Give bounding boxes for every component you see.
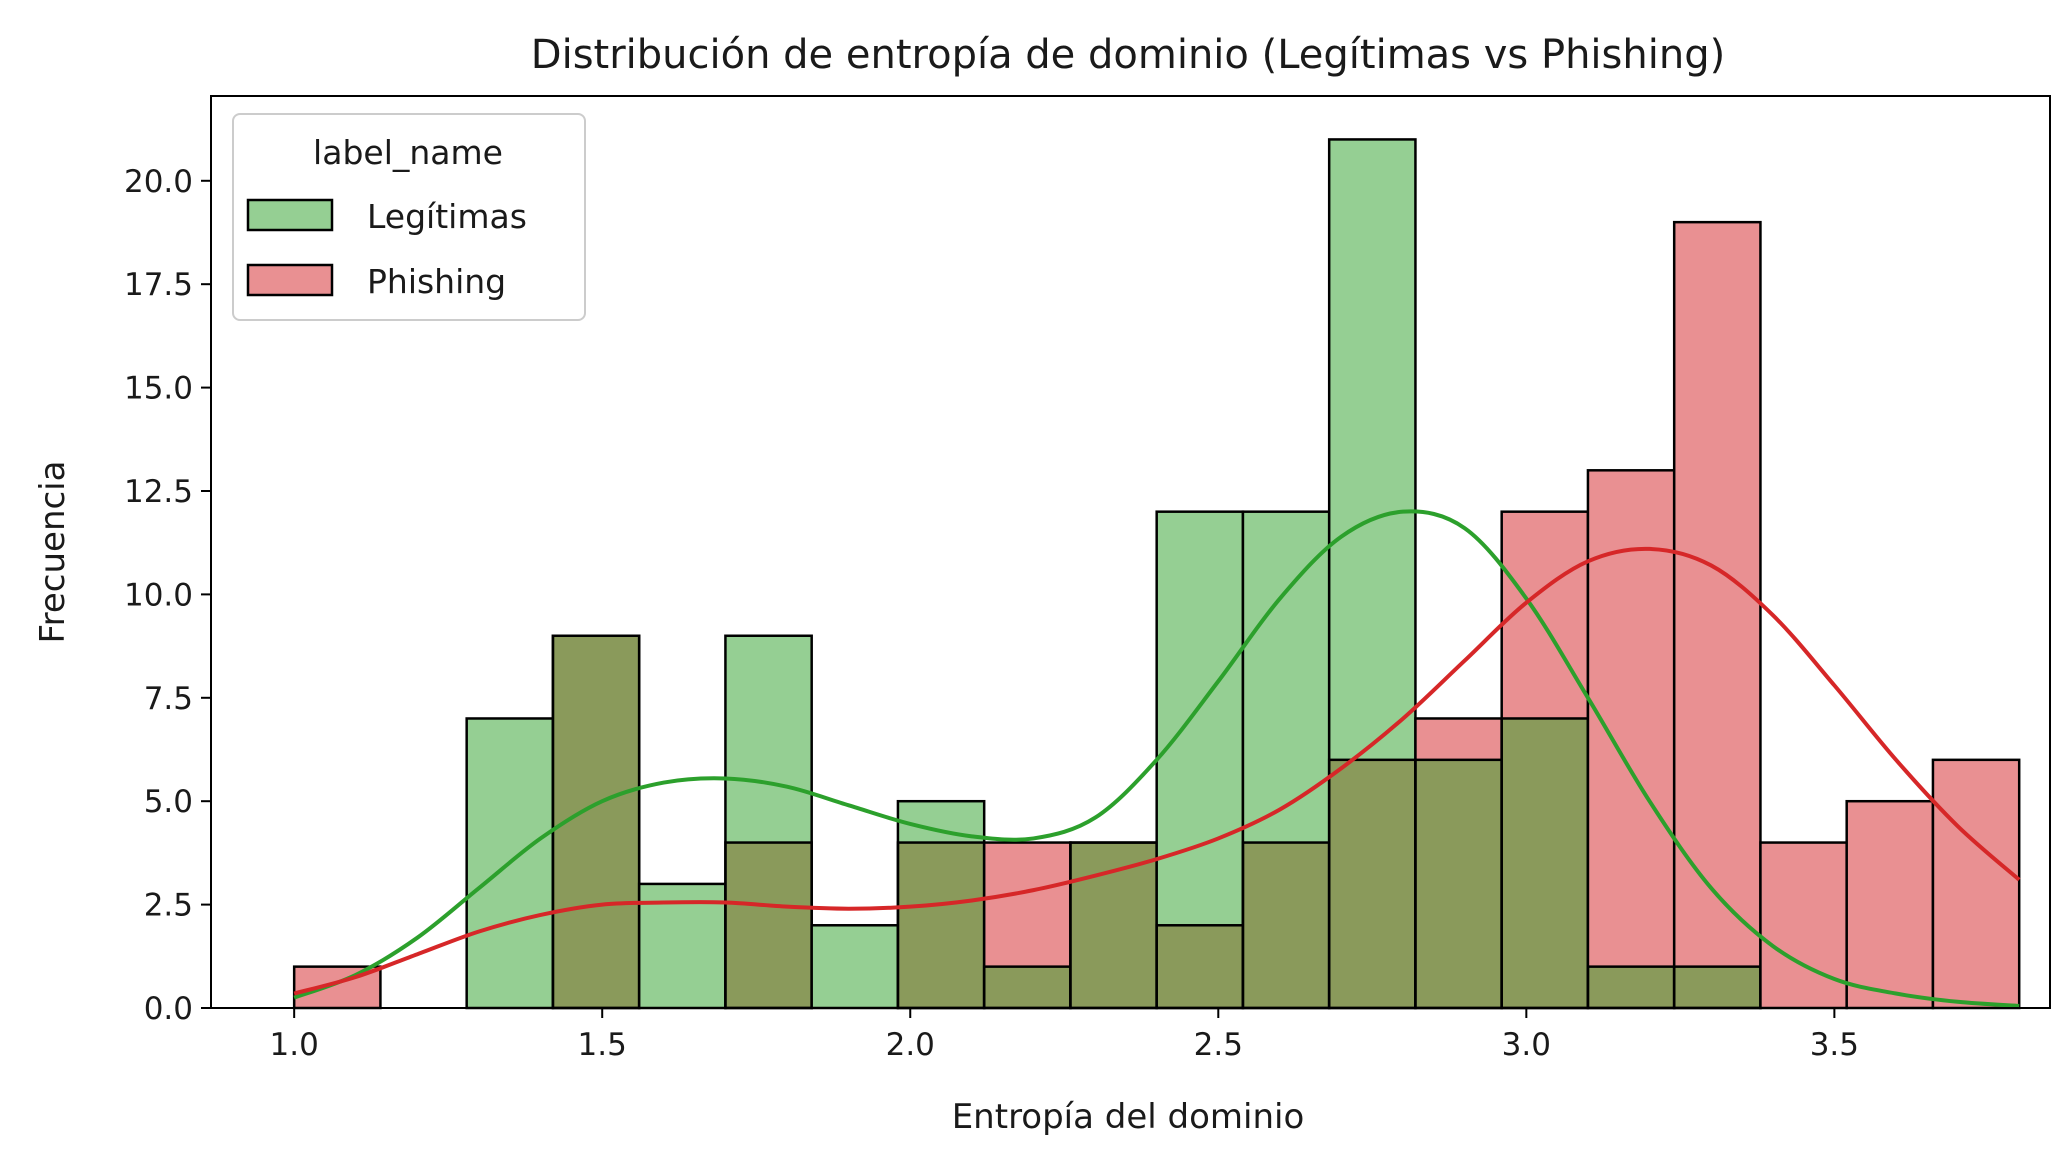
bar-overlap xyxy=(1674,966,1761,1008)
bar-phishing xyxy=(1415,718,1502,760)
bar-overlap xyxy=(1329,759,1416,1008)
x-tick-label: 1.5 xyxy=(578,1027,627,1063)
bars-layer xyxy=(292,138,2021,1010)
y-axis-label: Frecuencia xyxy=(33,461,73,644)
y-tick-label: 17.5 xyxy=(124,267,193,303)
x-tick-label: 2.5 xyxy=(1194,1027,1243,1063)
bar-overlap xyxy=(1415,759,1502,1008)
bar-legitimas xyxy=(1242,511,1330,843)
bar-legitimas xyxy=(1156,511,1243,926)
legend: label_name Legítimas Phishing xyxy=(232,113,586,321)
bar-overlap xyxy=(1070,842,1157,1008)
bar-overlap xyxy=(1501,718,1588,1008)
plot-frame xyxy=(210,95,2051,1009)
kde-line-legitimas xyxy=(293,509,2020,1008)
x-axis-label: Entropía del dominio xyxy=(952,1097,1305,1137)
bar-legitimas xyxy=(811,925,898,1008)
x-tick-label: 2.0 xyxy=(886,1027,935,1063)
legend-title: label_name xyxy=(313,133,503,172)
y-axis: 0.0 2.5 5.0 7.5 10.0 12.5 15.0 17.5 20.0 xyxy=(124,164,211,1027)
bar-overlap xyxy=(1156,925,1243,1008)
y-tick-label: 10.0 xyxy=(124,577,193,613)
bar-phishing xyxy=(984,842,1071,967)
bar-overlap xyxy=(1587,966,1675,1008)
y-tick-label: 12.5 xyxy=(124,474,193,510)
bar-overlap xyxy=(984,966,1071,1008)
bar-legitimas xyxy=(1329,139,1416,760)
x-tick-label: 3.5 xyxy=(1810,1027,1859,1063)
kde-layer xyxy=(293,509,2021,1008)
legend-label-phishing: Phishing xyxy=(367,262,506,301)
bar-phishing xyxy=(1760,842,1847,1008)
bar-phishing xyxy=(1846,801,1933,1008)
bar-legitimas xyxy=(725,635,812,843)
legend-swatch-phishing xyxy=(246,263,334,297)
bar-overlap xyxy=(725,842,812,1008)
x-axis: 1.0 1.5 2.0 2.5 3.0 3.5 xyxy=(270,1008,1859,1063)
chart-title: Distribución de entropía de dominio (Leg… xyxy=(531,32,1725,78)
legend-swatch-legitimas xyxy=(246,198,334,232)
y-tick-label: 15.0 xyxy=(124,371,193,407)
y-tick-label: 20.0 xyxy=(124,164,193,200)
bar-overlap xyxy=(1242,842,1330,1008)
bar-phishing xyxy=(1674,222,1761,967)
x-tick-label: 3.0 xyxy=(1502,1027,1551,1063)
y-tick-label: 5.0 xyxy=(144,784,193,820)
x-tick-label: 1.0 xyxy=(270,1027,319,1063)
bar-phishing xyxy=(1932,759,2020,1008)
y-tick-label: 7.5 xyxy=(144,681,193,717)
legend-label-legitimas: Legítimas xyxy=(367,197,527,236)
y-tick-label: 0.0 xyxy=(144,991,193,1027)
bar-overlap xyxy=(897,842,985,1008)
kde-line-phishing xyxy=(293,546,2021,996)
y-tick-label: 2.5 xyxy=(144,888,193,924)
bar-phishing xyxy=(1501,511,1588,719)
